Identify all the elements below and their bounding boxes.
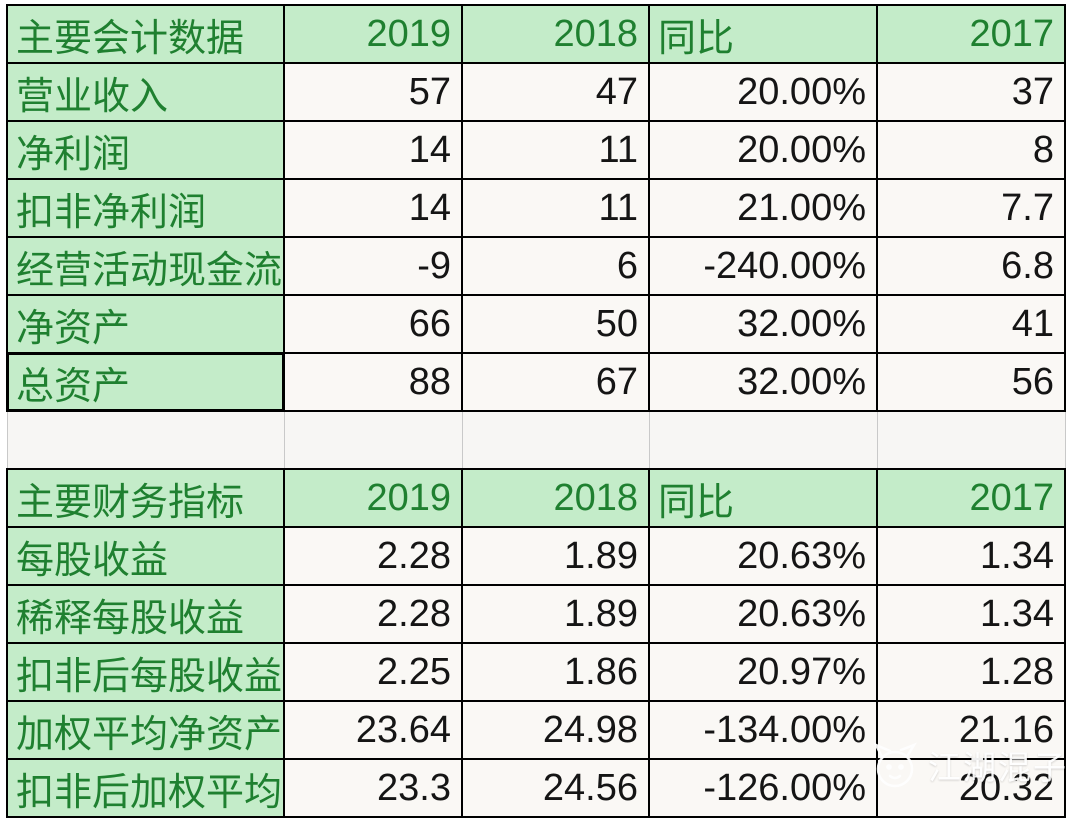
table-row: 经营活动现金流 -9 6 -240.00% 6.8 — [6, 236, 1066, 296]
value-cell[interactable]: 23.64 — [283, 700, 463, 760]
row-label-cell[interactable]: 净利润 — [6, 120, 285, 180]
table-row: 稀释每股收益 2.28 1.89 20.63% 1.34 — [6, 584, 1066, 644]
value-cell[interactable]: 1.89 — [461, 526, 650, 586]
value-cell[interactable]: 56 — [876, 352, 1066, 412]
table2-header-row: 主要财务指标 2019 2018 同比 2017 — [6, 468, 1066, 528]
value-cell[interactable]: 67 — [461, 352, 650, 412]
value-cell[interactable]: 6.8 — [876, 236, 1066, 296]
year-2019-header-cell[interactable]: 2019 — [283, 4, 463, 64]
value-cell[interactable]: 2.28 — [283, 526, 463, 586]
yoy-value-cell[interactable]: -126.00% — [648, 758, 878, 818]
table-row: 净利润 14 11 20.00% 8 — [6, 120, 1066, 180]
yoy-value-cell[interactable]: 20.00% — [648, 120, 878, 180]
empty-cell[interactable] — [876, 411, 1066, 469]
row-label-cell[interactable]: 经营活动现金流 — [6, 236, 285, 296]
table-row: 每股收益 2.28 1.89 20.63% 1.34 — [6, 526, 1066, 586]
value-cell[interactable]: 88 — [283, 352, 463, 412]
value-cell[interactable]: 20.32 — [876, 758, 1066, 818]
yoy-header-cell[interactable]: 同比 — [648, 4, 878, 64]
table1-header-row: 主要会计数据 2019 2018 同比 2017 — [6, 4, 1066, 64]
table-row: 营业收入 57 47 20.00% 37 — [6, 62, 1066, 122]
table-row: 总资产 88 67 32.00% 56 — [6, 352, 1066, 412]
yoy-value-cell[interactable]: 32.00% — [648, 352, 878, 412]
value-cell[interactable]: -9 — [283, 236, 463, 296]
value-cell[interactable]: 6 — [461, 236, 650, 296]
yoy-value-cell[interactable]: 20.63% — [648, 584, 878, 644]
value-cell[interactable]: 24.98 — [461, 700, 650, 760]
value-cell[interactable]: 11 — [461, 178, 650, 238]
value-cell[interactable]: 23.3 — [283, 758, 463, 818]
selected-cell[interactable]: 总资产 — [6, 352, 285, 412]
value-cell[interactable]: 7.7 — [876, 178, 1066, 238]
table-row: 扣非后每股收益 2.25 1.86 20.97% 1.28 — [6, 642, 1066, 702]
table-row: 净资产 66 50 32.00% 41 — [6, 294, 1066, 354]
empty-cell[interactable] — [648, 411, 878, 469]
value-cell[interactable]: 57 — [283, 62, 463, 122]
value-cell[interactable]: 1.28 — [876, 642, 1066, 702]
row-label-cell[interactable]: 扣非后每股收益 — [6, 642, 285, 702]
year-2017-header-cell[interactable]: 2017 — [876, 468, 1066, 528]
value-cell[interactable]: 50 — [461, 294, 650, 354]
year-2019-header-cell[interactable]: 2019 — [283, 468, 463, 528]
table2-title-cell[interactable]: 主要财务指标 — [6, 468, 285, 528]
row-label-cell[interactable]: 加权平均净资产 — [6, 700, 285, 760]
year-2018-header-cell[interactable]: 2018 — [461, 468, 650, 528]
table1-title-cell[interactable]: 主要会计数据 — [6, 4, 285, 64]
value-cell[interactable]: 66 — [283, 294, 463, 354]
empty-cell[interactable] — [461, 411, 650, 469]
yoy-value-cell[interactable]: -240.00% — [648, 236, 878, 296]
value-cell[interactable]: 2.28 — [283, 584, 463, 644]
value-cell[interactable]: 1.34 — [876, 526, 1066, 586]
value-cell[interactable]: 1.89 — [461, 584, 650, 644]
value-cell[interactable]: 47 — [461, 62, 650, 122]
financial-data-table: 主要会计数据 2019 2018 同比 2017 营业收入 57 47 20.0… — [6, 4, 1066, 818]
table-row: 加权平均净资产 23.64 24.98 -134.00% 21.16 — [6, 700, 1066, 760]
row-label-cell[interactable]: 营业收入 — [6, 62, 285, 122]
yoy-value-cell[interactable]: -134.00% — [648, 700, 878, 760]
value-cell[interactable]: 24.56 — [461, 758, 650, 818]
yoy-value-cell[interactable]: 20.00% — [648, 62, 878, 122]
row-label-cell[interactable]: 稀释每股收益 — [6, 584, 285, 644]
yoy-value-cell[interactable]: 20.97% — [648, 642, 878, 702]
year-2017-header-cell[interactable]: 2017 — [876, 4, 1066, 64]
yoy-value-cell[interactable]: 21.00% — [648, 178, 878, 238]
value-cell[interactable]: 1.34 — [876, 584, 1066, 644]
year-2018-header-cell[interactable]: 2018 — [461, 4, 650, 64]
value-cell[interactable]: 11 — [461, 120, 650, 180]
value-cell[interactable]: 41 — [876, 294, 1066, 354]
empty-cell[interactable] — [283, 411, 463, 469]
row-label-cell[interactable]: 净资产 — [6, 294, 285, 354]
value-cell[interactable]: 1.86 — [461, 642, 650, 702]
value-cell[interactable]: 8 — [876, 120, 1066, 180]
value-cell[interactable]: 2.25 — [283, 642, 463, 702]
value-cell[interactable]: 14 — [283, 120, 463, 180]
table-row: 扣非后加权平均 23.3 24.56 -126.00% 20.32 — [6, 758, 1066, 818]
yoy-value-cell[interactable]: 20.63% — [648, 526, 878, 586]
value-cell[interactable]: 37 — [876, 62, 1066, 122]
row-label-cell[interactable]: 每股收益 — [6, 526, 285, 586]
empty-spacer-row — [6, 411, 1066, 469]
row-label-cell[interactable]: 扣非后加权平均 — [6, 758, 285, 818]
yoy-value-cell[interactable]: 32.00% — [648, 294, 878, 354]
value-cell[interactable]: 21.16 — [876, 700, 1066, 760]
value-cell[interactable]: 14 — [283, 178, 463, 238]
empty-cell[interactable] — [6, 411, 285, 469]
yoy-header-cell[interactable]: 同比 — [648, 468, 878, 528]
table-row: 扣非净利润 14 11 21.00% 7.7 — [6, 178, 1066, 238]
row-label-cell[interactable]: 扣非净利润 — [6, 178, 285, 238]
